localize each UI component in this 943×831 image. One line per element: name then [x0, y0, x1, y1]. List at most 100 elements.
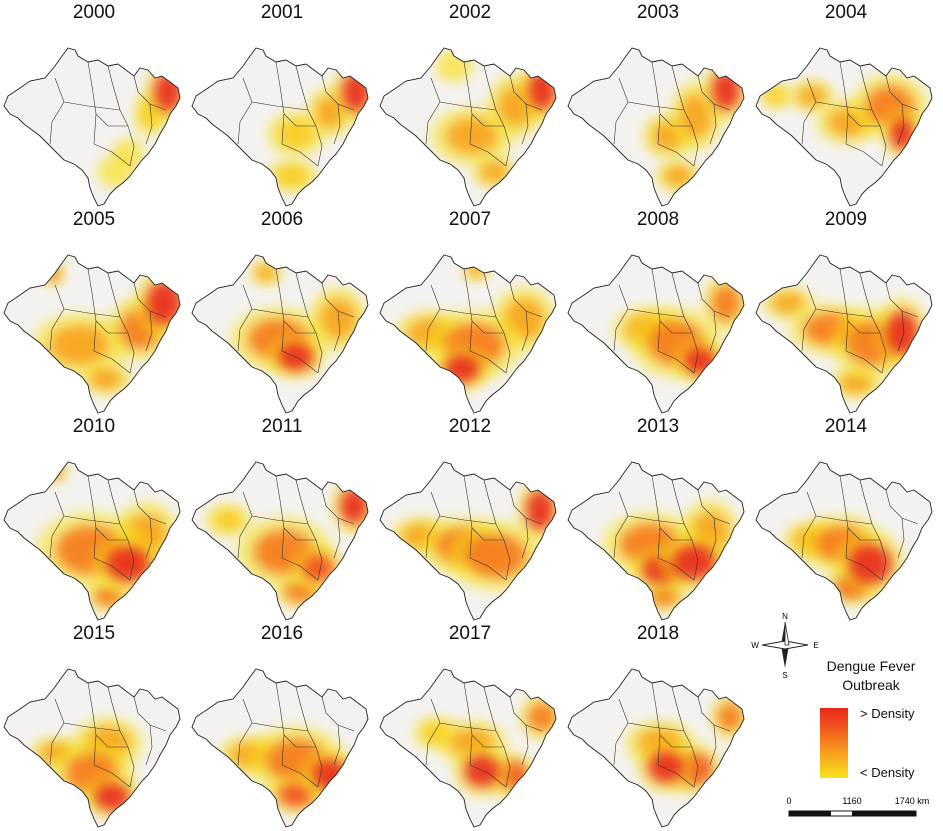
year-map-2010: 2010 — [0, 414, 188, 622]
brazil-map — [3, 461, 181, 621]
density-hotspot — [278, 783, 314, 807]
brazil-map — [379, 668, 557, 828]
state-border — [333, 310, 341, 352]
country-outline — [3, 461, 181, 621]
state-border — [697, 696, 731, 732]
year-map-2017: 2017 — [376, 621, 564, 829]
state-border — [847, 320, 880, 334]
state-border — [93, 764, 131, 788]
year-label: 2014 — [824, 416, 868, 437]
country-outline — [379, 47, 557, 207]
density-hotspot — [464, 755, 500, 787]
legend-title: Dengue Fever Outbreak — [816, 657, 926, 695]
state-border — [333, 103, 341, 145]
density-hotspot — [154, 72, 180, 112]
density-hotspot — [466, 534, 526, 578]
state-border — [683, 730, 699, 788]
state-border — [107, 272, 121, 318]
state-border — [119, 730, 135, 788]
state-border — [859, 272, 873, 318]
state-border — [333, 517, 341, 559]
state-border — [119, 316, 135, 374]
state-border — [521, 310, 529, 352]
year-map-2016: 2016 — [188, 621, 376, 829]
state-border — [283, 113, 316, 127]
state-border — [333, 724, 341, 766]
density-hotspot — [442, 56, 466, 76]
state-border — [321, 75, 355, 111]
density-hotspot — [480, 162, 508, 182]
state-border — [119, 109, 135, 167]
year-map-2001: 2001 — [188, 0, 376, 208]
state-border — [54, 698, 121, 732]
year-map-2011: 2011 — [188, 414, 376, 622]
state-border — [709, 310, 717, 352]
legend-title-line2: Outbreak — [842, 677, 900, 693]
state-border — [697, 489, 731, 525]
density-hotspot — [278, 120, 314, 148]
state-border — [897, 310, 905, 352]
state-border — [281, 143, 319, 167]
state-border — [495, 109, 511, 167]
state-border — [463, 61, 473, 145]
state-border — [430, 284, 497, 318]
density-hotspot — [50, 325, 110, 365]
country-outline — [191, 668, 369, 828]
brazil-map — [379, 254, 557, 414]
state-border — [237, 101, 253, 145]
brazil-map — [191, 47, 369, 207]
state-border — [845, 557, 883, 581]
brazil-map — [191, 668, 369, 828]
state-border — [885, 75, 919, 111]
state-border — [613, 515, 629, 559]
country-outline — [3, 47, 181, 207]
state-border — [133, 75, 167, 111]
state-border — [242, 284, 309, 318]
compass-n: N — [782, 612, 788, 621]
state-border — [463, 475, 473, 559]
state-border — [509, 489, 543, 525]
state-border — [806, 284, 873, 318]
state-border — [275, 475, 285, 559]
brazil-map — [755, 461, 933, 621]
state-border — [242, 77, 309, 111]
year-map-2004: 2004 — [752, 0, 940, 208]
state-border — [483, 65, 497, 111]
density-hotspot — [146, 281, 180, 325]
state-border — [801, 515, 817, 559]
state-border — [87, 475, 97, 559]
state-border — [871, 316, 887, 374]
state-border — [618, 284, 685, 318]
state-border — [509, 282, 543, 318]
brazil-map — [755, 47, 933, 207]
density-hotspot — [848, 544, 892, 584]
year-map-2000: 2000 — [0, 0, 188, 208]
state-border — [430, 77, 497, 111]
state-border — [463, 682, 473, 766]
state-border — [657, 350, 695, 374]
state-border — [307, 730, 323, 788]
density-hotspot — [648, 751, 684, 783]
brazil-map — [379, 47, 557, 207]
state-border — [275, 682, 285, 766]
state-border — [237, 722, 253, 766]
state-border — [671, 272, 685, 318]
state-border — [845, 350, 883, 374]
state-border — [839, 61, 849, 145]
year-map-2007: 2007 — [376, 207, 564, 415]
legend-low-label: < Density — [860, 765, 915, 780]
country-outline — [567, 47, 745, 207]
state-border — [651, 61, 661, 145]
density-hotspot — [90, 369, 122, 389]
state-border — [697, 75, 731, 111]
state-border — [509, 75, 543, 111]
state-border — [651, 268, 661, 352]
north-arrow-compass-icon: N S E W — [751, 612, 818, 680]
state-border — [93, 557, 131, 581]
year-label: 2017 — [448, 623, 492, 644]
state-border — [49, 515, 65, 559]
state-border — [469, 143, 507, 167]
state-border — [54, 77, 121, 111]
country-outline — [3, 668, 181, 828]
state-border — [471, 527, 504, 541]
